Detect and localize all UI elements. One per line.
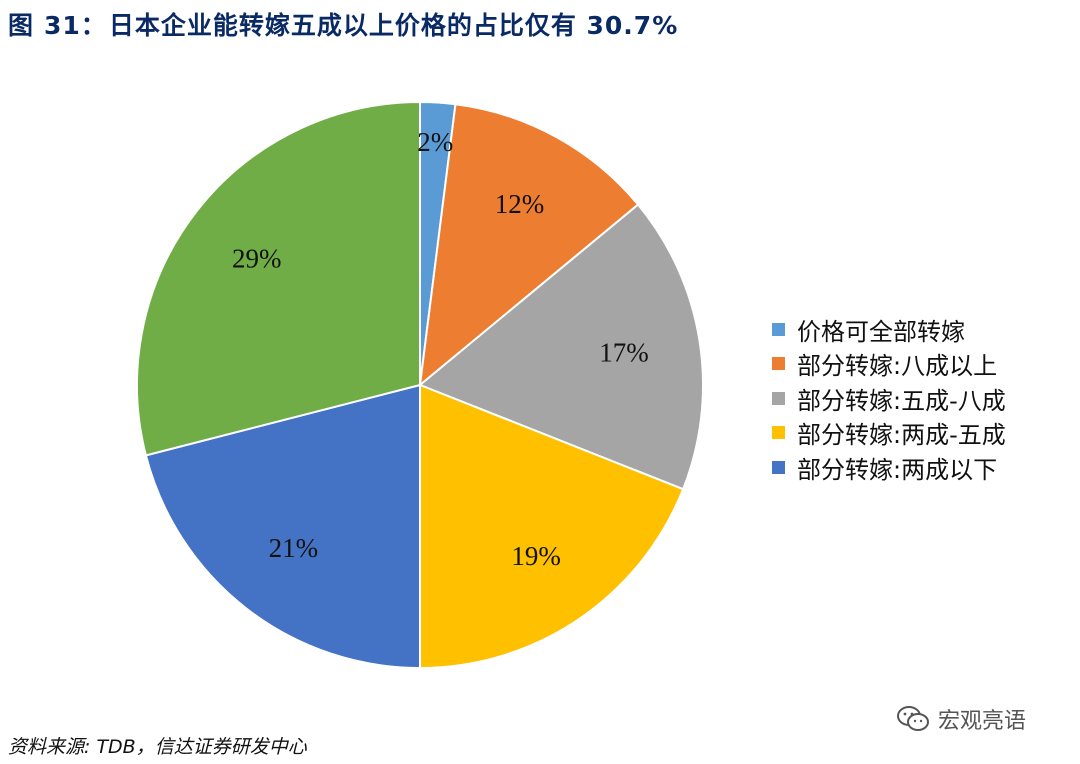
pie-slice-1	[418, 103, 640, 388]
legend-label: 价格可全部转嫁	[797, 317, 965, 346]
legend: 价格可全部转嫁部分转嫁:八成以上 部分转嫁:五成-八成 部分转嫁:两成-五成 部分转嫁…	[772, 312, 1006, 485]
legend-item-4: 部分转嫁:两成以下	[772, 450, 1006, 485]
pie-slice-4	[144, 383, 421, 670]
source-note: 资料来源: TDB，信达证券研发中心	[8, 736, 307, 758]
watermark: 宏观亮语	[896, 703, 1026, 735]
legend-item-0: 价格可全部转嫁	[772, 312, 1006, 347]
slice-label-2: 17%	[599, 338, 649, 368]
pie-slice-3	[419, 383, 685, 670]
slice-label-0: 2%	[417, 127, 453, 157]
legend-swatch	[772, 322, 785, 336]
wechat-icon	[897, 706, 929, 731]
pie-slice-2	[418, 203, 704, 491]
legend-label: 部分转嫁:八成以上	[797, 352, 998, 381]
legend-label: 部分转嫁:五成-八成	[797, 386, 1006, 415]
legend-swatch	[772, 391, 785, 405]
figure-number: 31：	[44, 11, 107, 40]
figure-label: 图	[8, 11, 35, 40]
figure-title: 图 31：日本企业能转嫁五成以上价格的占比仅有 30.7%	[8, 6, 678, 42]
legend-item-1: 部分转嫁:八成以上	[772, 347, 1006, 382]
legend-label: 部分转嫁:两成-五成	[797, 421, 1006, 450]
pie-labels: 2% 12% 17% 19% 21% 29%	[232, 127, 649, 571]
pie-slices	[136, 100, 704, 670]
pie-slice-5	[136, 100, 421, 457]
slice-label-4: 21%	[269, 533, 319, 563]
legend-swatch	[772, 357, 785, 371]
legend-label: 部分转嫁:两成以下	[797, 455, 998, 484]
figure-title-text: 日本企业能转嫁五成以上价格的占比仅有 30.7%	[108, 11, 679, 40]
slice-label-1: 12%	[495, 189, 545, 219]
legend-swatch	[772, 460, 785, 474]
legend-swatch	[772, 426, 785, 440]
slice-label-5: 29%	[232, 243, 282, 273]
watermark-text: 宏观亮语	[938, 709, 1027, 734]
slice-label-3: 19%	[511, 541, 561, 571]
legend-item-3: 部分转嫁:两成-五成	[772, 416, 1006, 451]
legend-item-2: 部分转嫁:五成-八成	[772, 381, 1006, 416]
